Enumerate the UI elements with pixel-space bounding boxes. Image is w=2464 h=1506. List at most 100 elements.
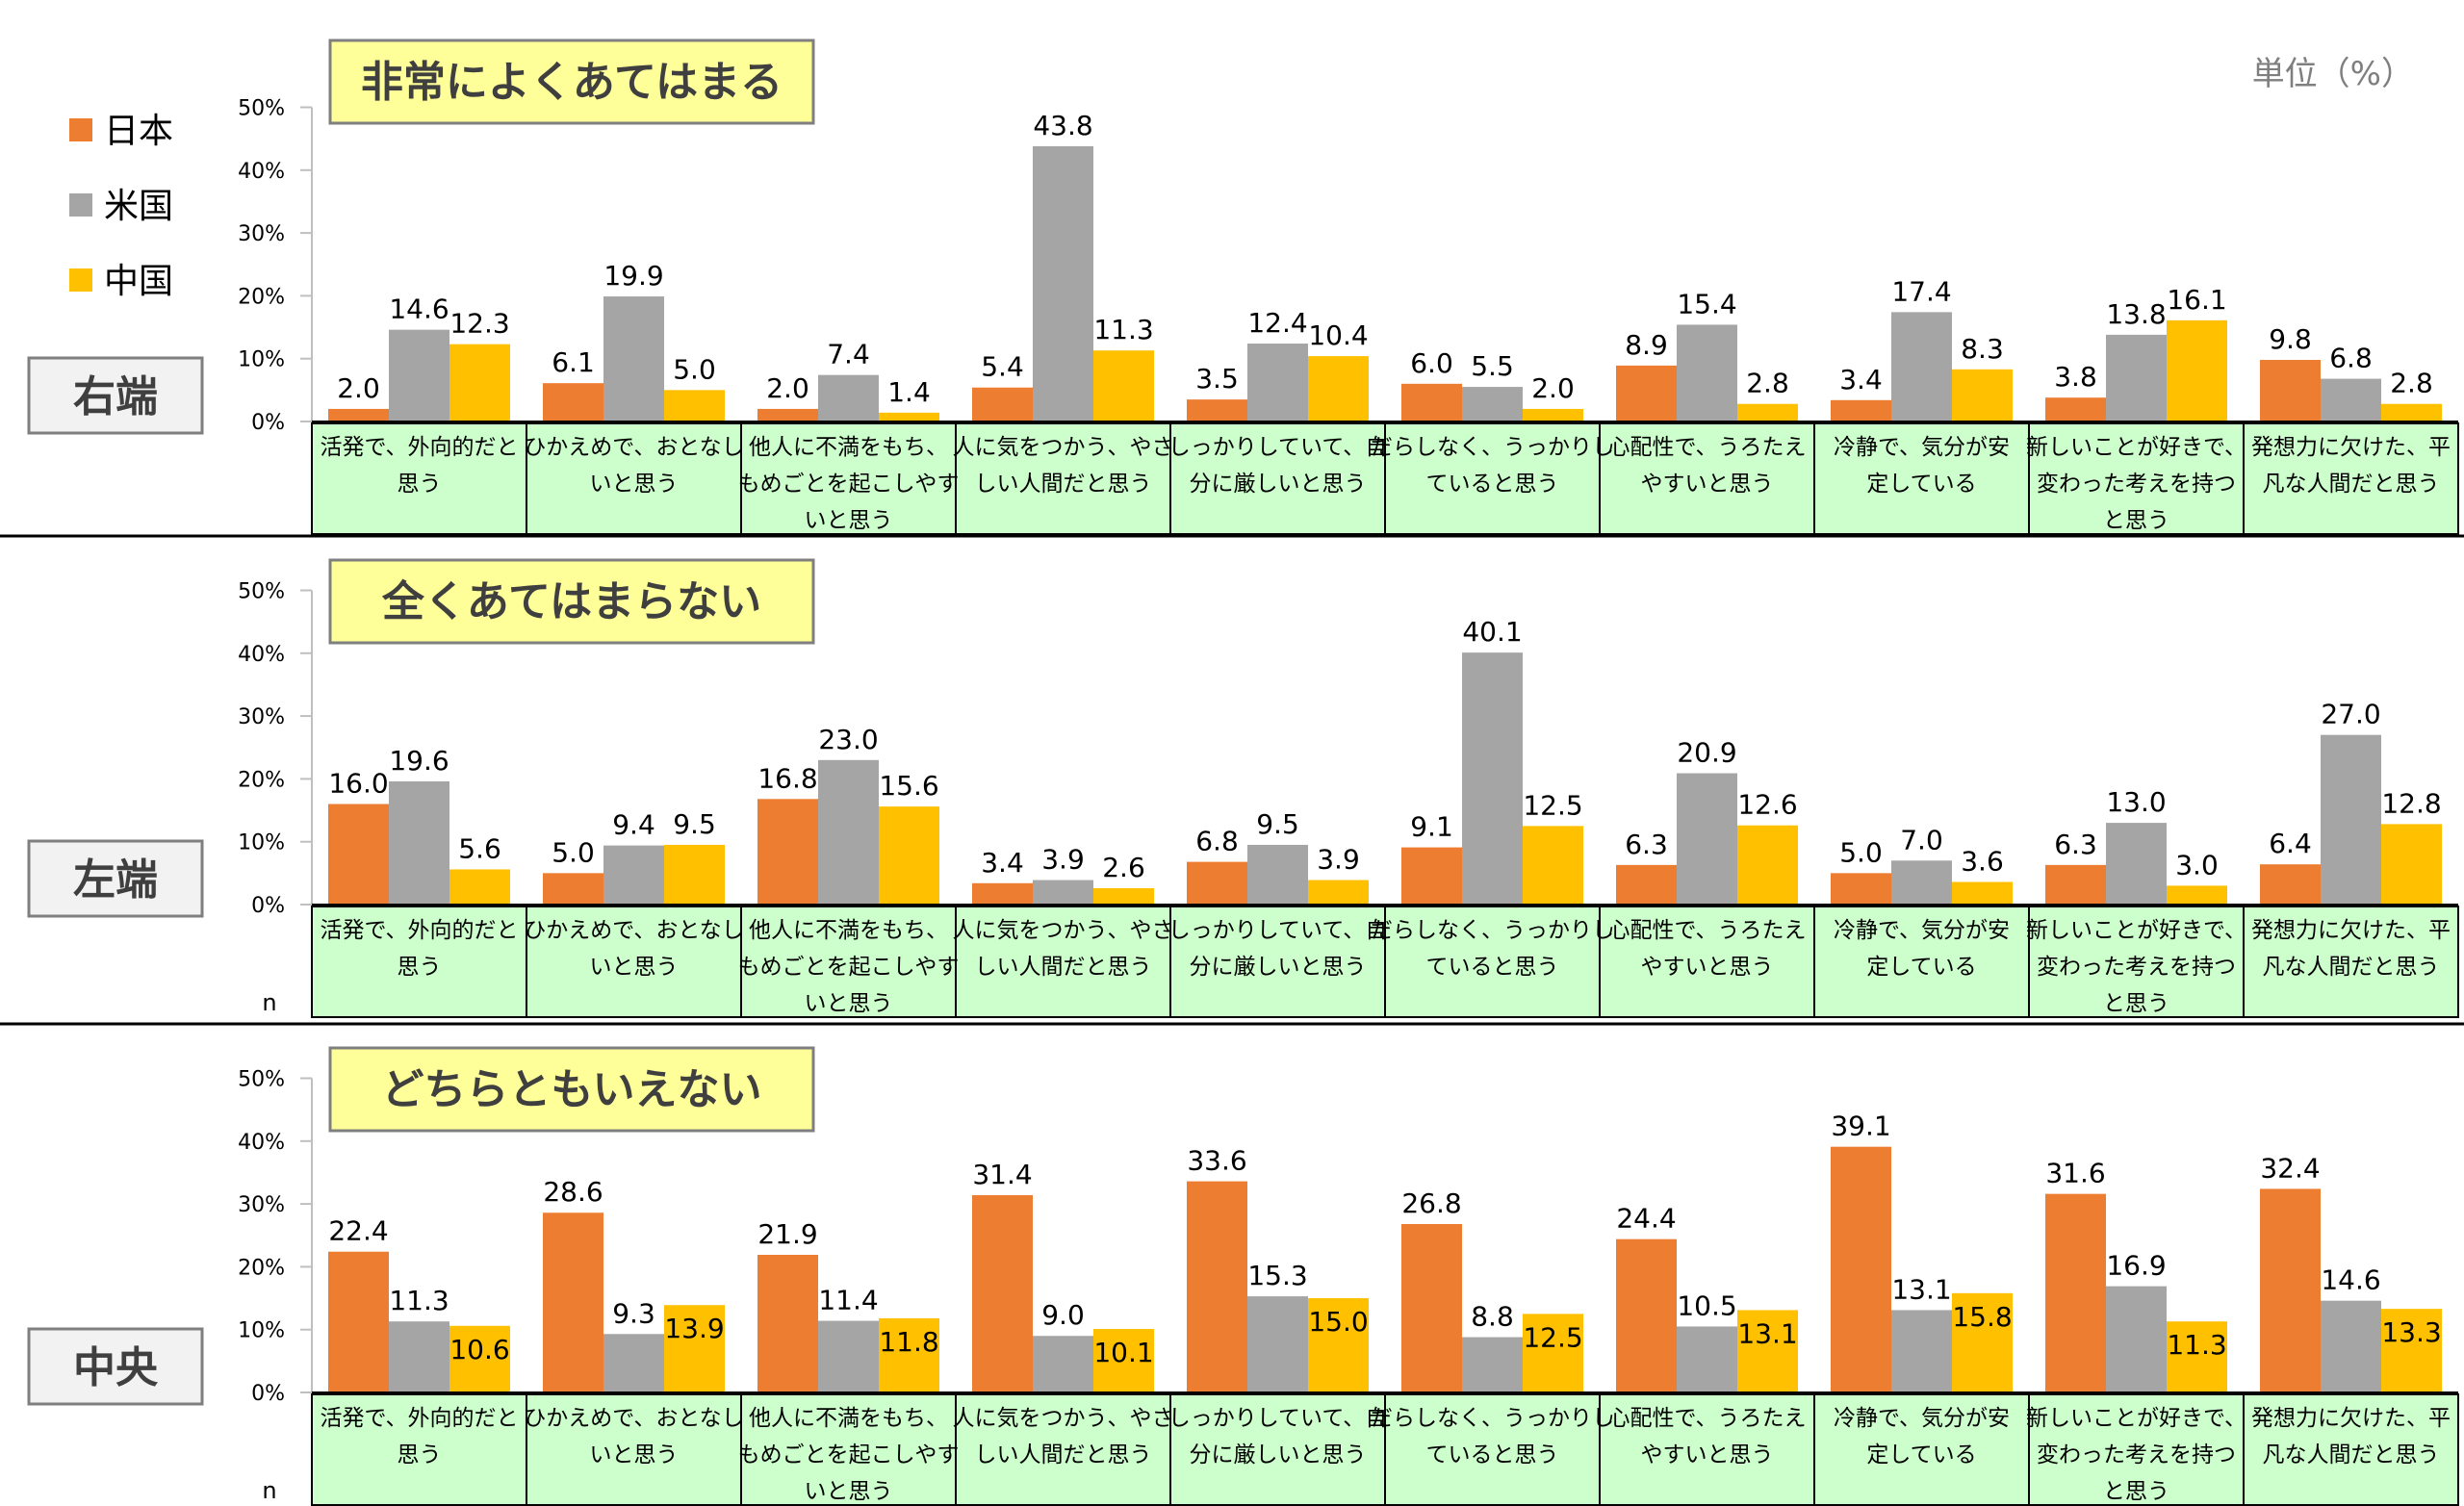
bar-日本-8 (2045, 864, 2106, 905)
data-label: 13.8 (2106, 298, 2166, 330)
category-label-line: 思う (398, 1442, 442, 1468)
data-label: 3.6 (1961, 845, 2004, 877)
bar-中国-4 (1308, 880, 1369, 905)
data-label: 15.8 (1952, 1301, 2012, 1333)
bar-米国-5 (1462, 652, 1523, 905)
data-label: 10.5 (1677, 1289, 1736, 1321)
category-label-line: 分に厳しいと思う (1190, 472, 1367, 497)
category-label-line: 人に気をつかう、やさ (953, 918, 1174, 943)
bar-米国-0 (389, 329, 449, 421)
data-label: 17.4 (1891, 275, 1951, 307)
category-label-line: 冷静で、気分が安 (1834, 1406, 2010, 1431)
category-label-line: 発想力に欠けた、平 (2251, 918, 2451, 943)
y-tick-label: 20% (238, 285, 285, 309)
bar-中国-9 (2381, 403, 2442, 421)
data-label: 13.9 (664, 1313, 724, 1344)
bar-中国-1 (664, 390, 725, 421)
side-label-2: 中央 (73, 1343, 159, 1392)
category-label-line: 定している (1866, 472, 1976, 497)
bar-中国-8 (2167, 885, 2227, 905)
bar-中国-2 (879, 806, 939, 905)
y-tick-label: 10% (238, 348, 285, 372)
data-label: 13.1 (1737, 1317, 1797, 1349)
bar-日本-1 (543, 383, 603, 421)
bar-中国-5 (1523, 826, 1583, 905)
bar-日本-8 (2045, 1193, 2106, 1392)
y-tick-label: 30% (238, 1193, 285, 1217)
data-label: 43.8 (1033, 110, 1092, 141)
bar-中国-7 (1952, 1292, 2013, 1392)
data-label: 15.4 (1677, 288, 1736, 319)
data-label: 12.4 (1247, 307, 1307, 339)
side-label-1: 左端 (73, 855, 158, 905)
bar-中国-0 (449, 1325, 510, 1392)
bar-日本-6 (1616, 365, 1677, 421)
bar-米国-2 (818, 1320, 879, 1392)
category-label-line: もめごとを起こしやす (738, 1442, 960, 1468)
panel-title-box-2 (328, 1046, 815, 1133)
data-label: 16.1 (2167, 284, 2226, 316)
panel-title-0: 非常によくあてはまる (361, 58, 783, 107)
bar-米国-2 (818, 374, 879, 421)
y-tick-label: 10% (238, 1319, 285, 1343)
bar-米国-3 (1033, 145, 1093, 421)
bar-中国-7 (1952, 881, 2013, 905)
y-tick-label: 10% (238, 831, 285, 855)
category-label-line: 定している (1866, 955, 1976, 980)
category-label-6: 心配性で、うろたえやすいと思う (1607, 1406, 1806, 1468)
category-label-line: しい人間だと思う (975, 472, 1152, 497)
bar-米国-8 (2106, 823, 2167, 905)
y-tick-label: 40% (238, 160, 285, 184)
bar-日本-5 (1401, 847, 1462, 905)
category-label-line: と思う (2103, 991, 2169, 1016)
data-label: 15.3 (1247, 1260, 1307, 1291)
bar-中国-2 (879, 1317, 939, 1392)
y-tick-label: 40% (238, 643, 285, 667)
y-tick-label: 30% (238, 222, 285, 246)
bar-中国-1 (664, 844, 725, 905)
data-label: 21.9 (757, 1218, 817, 1250)
bar-中国-8 (2167, 319, 2227, 421)
panel-title-box-1 (328, 558, 815, 645)
category-label-3: 人に気をつかう、やさしい人間だと思う (953, 1406, 1174, 1468)
data-label: 22.4 (328, 1215, 388, 1247)
data-label: 12.5 (1523, 789, 1582, 821)
data-label: 13.0 (2106, 786, 2166, 818)
bar-中国-3 (1093, 888, 1154, 905)
data-label: 10.4 (1308, 319, 1368, 351)
y-tick-label: 20% (238, 1256, 285, 1280)
data-label: 5.0 (552, 836, 595, 868)
bar-日本-1 (543, 873, 603, 905)
category-label-7: 冷静で、気分が安定している (1834, 918, 2010, 980)
bar-米国-7 (1891, 1310, 1952, 1392)
category-label-line: しっかりしていて、自 (1168, 1406, 1387, 1431)
data-label: 24.4 (1616, 1203, 1676, 1235)
bar-米国-1 (603, 296, 664, 421)
bar-日本-9 (2260, 864, 2321, 905)
panel-title-2: どちらともいえない (381, 1065, 761, 1114)
data-label: 7.0 (1900, 824, 1943, 855)
data-label: 9.5 (1256, 808, 1299, 840)
data-label: 20.9 (1677, 737, 1736, 769)
bar-中国-5 (1523, 1314, 1583, 1392)
data-label: 11.3 (2167, 1329, 2226, 1361)
bar-日本-9 (2260, 360, 2321, 421)
bar-日本-3 (972, 882, 1033, 905)
category-label-line: やすいと思う (1641, 955, 1774, 980)
category-label-line: もめごとを起こしやす (738, 955, 960, 980)
bar-中国-5 (1523, 408, 1583, 421)
data-label: 5.4 (981, 351, 1024, 383)
data-label: 10.6 (449, 1334, 509, 1366)
category-label-line: いと思う (590, 955, 679, 980)
data-label: 32.4 (2260, 1152, 2320, 1184)
data-label: 31.6 (2045, 1158, 2105, 1189)
data-label: 5.0 (673, 353, 716, 385)
bar-日本-4 (1187, 399, 1247, 421)
category-label-line: ていると思う (1426, 955, 1559, 980)
legend-swatch-2 (69, 268, 92, 292)
data-label: 13.3 (2381, 1316, 2441, 1348)
category-label-line: しっかりしていて、自 (1168, 918, 1387, 943)
category-label-4: しっかりしていて、自分に厳しいと思う (1168, 1406, 1387, 1468)
bar-中国-0 (449, 869, 510, 905)
